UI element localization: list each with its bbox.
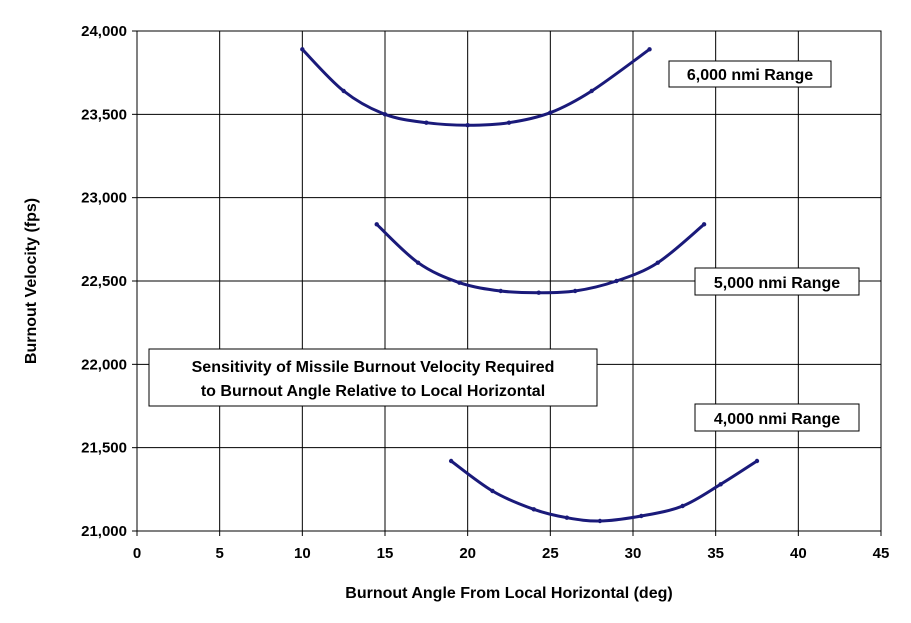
x-tick-label: 45 [873, 545, 890, 562]
series-group [300, 47, 760, 524]
data-point [572, 288, 578, 294]
x-tick-label: 10 [294, 545, 311, 562]
annotation-4000-text: 4,000 nmi Range [714, 411, 840, 428]
data-point [589, 88, 594, 94]
data-point [531, 507, 536, 512]
y-tick-label: 24,000 [81, 23, 127, 40]
data-point [701, 222, 707, 227]
y-axis-ticks: 21,000 21,500 22,000 22,500 23,000 23,500 24,0… [81, 23, 137, 540]
data-point [490, 488, 495, 494]
data-point [300, 47, 305, 52]
data-point [448, 458, 454, 464]
x-tick-label: 5 [215, 545, 223, 562]
data-point [639, 513, 644, 519]
data-point [415, 260, 421, 265]
data-point [457, 280, 462, 285]
data-point [597, 518, 603, 524]
y-tick-label: 23,500 [81, 106, 127, 123]
annotation-6000-text: 6,000 nmi Range [687, 67, 813, 84]
annotation-description-line-1: Sensitivity of Missile Burnout Velocity … [192, 359, 555, 376]
annotation-6000: 6,000 nmi Range [668, 60, 832, 88]
data-point [465, 122, 470, 128]
x-tick-label: 30 [625, 545, 642, 562]
x-tick-label: 0 [133, 545, 141, 562]
annotation-description-line-2: to Burnout Angle Relative to Local Horiz… [201, 383, 545, 400]
data-point [374, 222, 379, 227]
data-point [424, 120, 429, 125]
data-point [564, 515, 570, 520]
data-point [498, 288, 503, 294]
annotation-5000: 5,000 nmi Range [694, 267, 860, 296]
data-point [655, 260, 660, 265]
y-axis-title: Burnout Velocity (fps) [23, 198, 40, 364]
data-point [718, 482, 723, 487]
x-tick-label: 15 [377, 545, 394, 562]
y-tick-label: 21,500 [81, 440, 127, 457]
x-tick-label: 20 [459, 545, 476, 562]
data-point [647, 47, 652, 52]
x-axis-title: Burnout Angle From Local Horizontal (deg… [345, 585, 672, 602]
x-axis-ticks: 0 5 10 15 20 25 30 35 40 45 [133, 531, 890, 562]
data-point [614, 278, 619, 284]
annotation-4000: 4,000 nmi Range [694, 403, 860, 432]
x-tick-label: 40 [790, 545, 807, 562]
data-point [382, 112, 388, 117]
y-tick-label: 21,000 [81, 523, 127, 540]
data-point [536, 290, 541, 295]
annotation-description: Sensitivity of Missile Burnout Velocity … [148, 348, 598, 407]
data-point [506, 120, 512, 125]
data-point [754, 458, 760, 464]
y-tick-label: 23,000 [81, 190, 127, 207]
data-point [341, 88, 346, 94]
y-tick-label: 22,500 [81, 273, 127, 290]
x-tick-label: 25 [542, 545, 559, 562]
data-point [680, 503, 685, 509]
x-tick-label: 35 [707, 545, 724, 562]
data-point [548, 110, 553, 115]
annotation-5000-text: 5,000 nmi Range [714, 275, 840, 292]
y-tick-label: 22,000 [81, 356, 127, 373]
